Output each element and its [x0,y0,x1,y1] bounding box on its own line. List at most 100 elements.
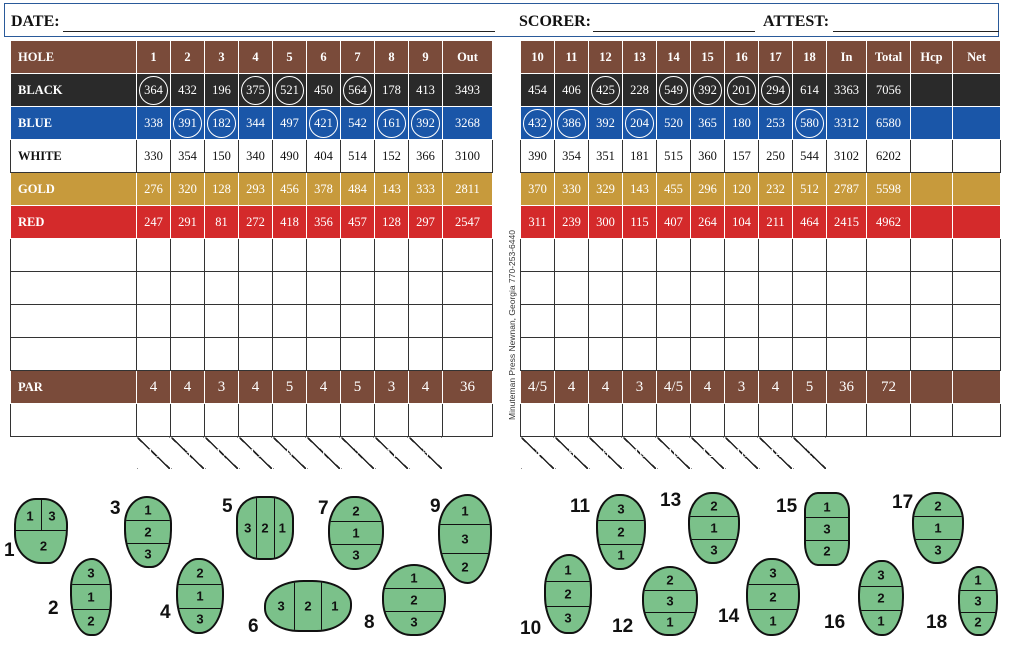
score-cell[interactable] [136,304,171,338]
score-cell[interactable] [952,436,1001,470]
score-cell[interactable] [910,73,953,107]
scorer-field[interactable] [593,31,755,32]
score-cell[interactable]: 7056 [866,73,911,107]
score-cell[interactable] [792,337,827,371]
score-cell[interactable] [910,304,953,338]
score-cell[interactable] [952,271,1001,305]
score-cell[interactable] [442,304,493,338]
score-cell[interactable] [340,271,375,305]
score-cell[interactable] [520,304,555,338]
score-cell[interactable] [656,304,691,338]
score-cell[interactable] [306,238,341,272]
score-cell[interactable] [952,73,1001,107]
score-cell[interactable] [758,337,793,371]
score-cell[interactable] [952,106,1001,140]
score-cell[interactable] [792,238,827,272]
score-cell[interactable] [724,337,759,371]
row-blank[interactable] [10,304,493,338]
date-field[interactable] [63,31,495,32]
score-cell[interactable] [136,238,171,272]
score-cell[interactable] [442,238,493,272]
score-cell[interactable] [690,304,725,338]
score-cell[interactable] [758,238,793,272]
score-cell[interactable] [910,436,953,470]
score-cell[interactable] [340,403,375,437]
score-cell[interactable]: 4962 [866,205,911,239]
score-cell[interactable] [866,271,911,305]
score-cell[interactable] [622,304,657,338]
score-cell[interactable] [520,337,555,371]
score-cell[interactable] [622,271,657,305]
score-cell[interactable] [238,403,273,437]
score-cell[interactable] [588,403,623,437]
score-cell[interactable] [952,337,1001,371]
score-cell[interactable] [866,238,911,272]
score-cell[interactable] [374,238,409,272]
score-cell[interactable] [170,337,205,371]
score-cell[interactable] [170,304,205,338]
score-cell[interactable] [374,304,409,338]
score-cell[interactable] [238,337,273,371]
score-cell[interactable] [690,403,725,437]
score-cell[interactable] [340,238,375,272]
score-cell[interactable] [340,337,375,371]
score-cell[interactable] [170,403,205,437]
score-cell[interactable] [588,304,623,338]
score-cell[interactable] [554,403,589,437]
row-blank[interactable] [10,337,493,371]
score-cell[interactable] [792,403,827,437]
score-cell[interactable] [724,304,759,338]
score-cell[interactable] [758,403,793,437]
score-cell[interactable] [554,337,589,371]
row-blank[interactable] [10,238,493,272]
row-slash[interactable] [10,403,493,437]
score-cell[interactable] [520,403,555,437]
score-cell[interactable] [588,337,623,371]
score-cell[interactable]: 72 [866,370,911,404]
score-cell[interactable] [952,172,1001,206]
score-cell[interactable] [554,304,589,338]
score-cell[interactable] [170,238,205,272]
score-cell[interactable] [910,106,953,140]
score-cell[interactable] [622,403,657,437]
row-blank[interactable] [520,337,1001,371]
score-cell[interactable] [374,337,409,371]
score-cell[interactable] [136,271,171,305]
score-cell[interactable] [910,337,953,371]
score-cell[interactable] [952,304,1001,338]
row-blank[interactable] [10,271,493,305]
score-cell[interactable] [826,238,867,272]
score-cell[interactable] [910,370,953,404]
score-cell[interactable] [724,238,759,272]
score-cell[interactable] [204,271,239,305]
score-cell[interactable] [136,337,171,371]
score-cell[interactable] [952,403,1001,437]
score-cell[interactable] [910,139,953,173]
score-cell[interactable] [442,403,493,437]
score-cell[interactable] [792,271,827,305]
score-cell[interactable] [826,403,867,437]
score-cell[interactable] [238,271,273,305]
score-cell[interactable] [442,271,493,305]
score-cell[interactable] [690,238,725,272]
score-cell[interactable] [238,304,273,338]
score-cell[interactable] [374,271,409,305]
score-cell[interactable] [826,304,867,338]
score-cell[interactable] [588,271,623,305]
score-cell[interactable] [554,271,589,305]
row-blank[interactable] [520,271,1001,305]
score-cell[interactable] [656,271,691,305]
score-cell[interactable] [272,304,307,338]
score-cell[interactable] [306,271,341,305]
row-slash[interactable] [520,403,1001,437]
attest-field[interactable] [833,31,999,32]
score-cell[interactable] [170,271,205,305]
score-cell[interactable] [792,304,827,338]
score-cell[interactable] [952,370,1001,404]
score-cell[interactable] [554,238,589,272]
score-cell[interactable] [408,337,443,371]
score-cell[interactable] [408,304,443,338]
score-cell[interactable] [866,436,911,470]
score-cell[interactable] [272,403,307,437]
score-cell[interactable] [952,205,1001,239]
